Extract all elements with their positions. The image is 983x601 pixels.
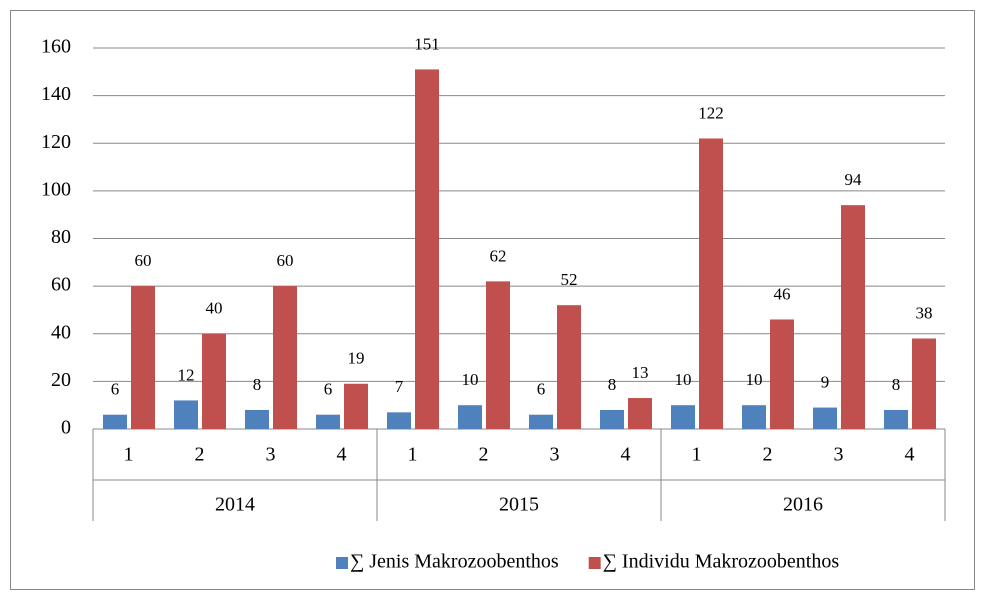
legend-label: ∑ Jenis Makrozoobenthos xyxy=(350,551,559,573)
bar xyxy=(344,383,368,429)
data-label: 10 xyxy=(675,370,692,389)
y-tick-label: 160 xyxy=(41,36,71,58)
data-label: 122 xyxy=(698,103,724,122)
x-tick-label: 2 xyxy=(763,444,773,466)
bar xyxy=(103,414,127,429)
bar xyxy=(841,205,865,429)
bar xyxy=(671,405,695,429)
bar xyxy=(600,409,624,429)
data-label: 19 xyxy=(348,349,365,368)
bar xyxy=(131,286,155,429)
group-label: 2016 xyxy=(783,494,823,516)
bar xyxy=(912,338,936,429)
y-tick-label: 100 xyxy=(41,178,71,200)
x-tick-label: 4 xyxy=(337,444,347,466)
legend-label: ∑ Individu Makrozoobenthos xyxy=(603,551,840,573)
y-tick-label: 20 xyxy=(51,369,71,391)
data-label: 8 xyxy=(253,375,262,394)
bar xyxy=(884,409,908,429)
group-label: 2014 xyxy=(215,494,255,516)
data-label: 38 xyxy=(916,303,933,322)
bar xyxy=(415,69,439,430)
legend-swatch xyxy=(336,557,348,569)
x-tick-label: 4 xyxy=(621,444,631,466)
group-label: 2015 xyxy=(499,494,539,516)
bar xyxy=(557,305,581,429)
bar xyxy=(486,281,510,429)
bar xyxy=(699,138,723,430)
y-tick-label: 140 xyxy=(41,83,71,105)
data-label: 62 xyxy=(490,246,507,265)
bar xyxy=(174,400,198,429)
data-label: 60 xyxy=(135,251,152,270)
x-tick-label: 1 xyxy=(692,444,702,466)
x-tick-label: 1 xyxy=(408,444,418,466)
bar xyxy=(458,405,482,429)
data-label: 13 xyxy=(632,363,649,382)
y-tick-label: 60 xyxy=(51,274,71,296)
bar xyxy=(529,414,553,429)
data-label: 60 xyxy=(277,251,294,270)
x-tick-label: 2 xyxy=(195,444,205,466)
data-label: 6 xyxy=(324,380,333,399)
x-tick-label: 1 xyxy=(124,444,134,466)
data-label: 46 xyxy=(774,284,791,303)
bar xyxy=(628,398,652,429)
bar xyxy=(742,405,766,429)
legend-swatch xyxy=(588,557,601,569)
data-label: 6 xyxy=(537,380,546,399)
bar xyxy=(245,409,269,429)
data-label: 151 xyxy=(414,34,440,53)
x-tick-label: 3 xyxy=(834,444,844,466)
x-tick-label: 3 xyxy=(550,444,560,466)
y-tick-label: 120 xyxy=(41,131,71,153)
data-label: 10 xyxy=(462,370,479,389)
y-tick-label: 40 xyxy=(51,321,71,343)
data-label: 8 xyxy=(608,375,617,394)
bar xyxy=(202,333,226,429)
data-label: 8 xyxy=(892,375,901,394)
bar xyxy=(387,412,411,429)
bar xyxy=(813,407,837,429)
data-label: 10 xyxy=(746,370,763,389)
x-tick-label: 2 xyxy=(479,444,489,466)
bar xyxy=(316,414,340,429)
bar xyxy=(770,319,794,429)
data-label: 40 xyxy=(206,299,223,318)
bar xyxy=(273,286,297,429)
data-label: 9 xyxy=(821,372,830,391)
data-label: 52 xyxy=(561,270,578,289)
data-label: 94 xyxy=(845,170,863,189)
data-label: 7 xyxy=(395,377,404,396)
data-label: 6 xyxy=(111,380,120,399)
y-tick-label: 0 xyxy=(61,417,71,439)
y-tick-label: 80 xyxy=(51,226,71,248)
x-tick-label: 3 xyxy=(266,444,276,466)
x-tick-label: 4 xyxy=(905,444,915,466)
data-label: 12 xyxy=(178,365,195,384)
